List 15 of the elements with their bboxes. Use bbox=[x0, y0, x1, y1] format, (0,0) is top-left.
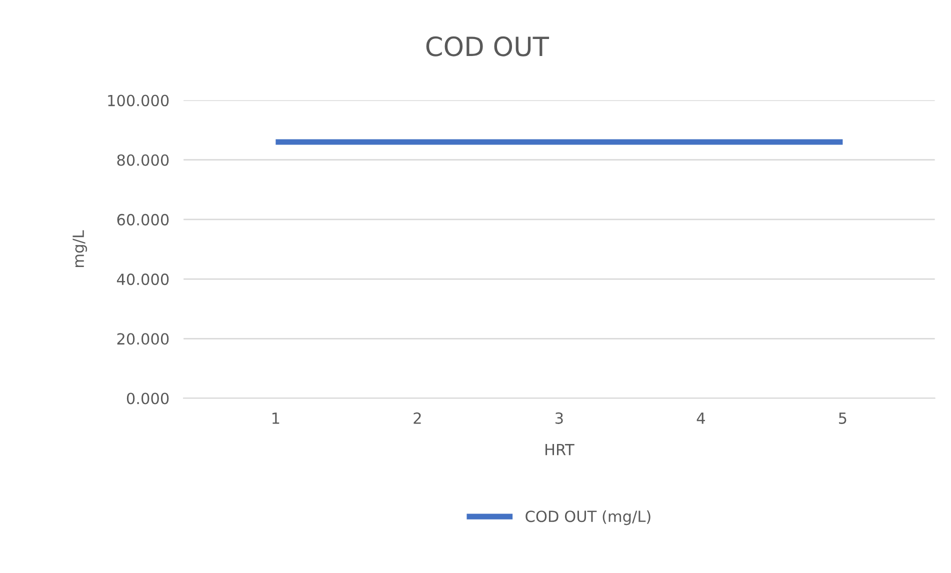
x-tick-label: 3 bbox=[555, 412, 563, 424]
x-axis-title: HRT bbox=[546, 444, 574, 456]
legend-label: COD OUT (mg/L) bbox=[526, 510, 650, 526]
y-tick-label: 0.000 bbox=[126, 392, 169, 404]
y-tick-label: 40.000 bbox=[116, 274, 169, 286]
y-tick-label: 100.000 bbox=[108, 94, 169, 106]
x-tick-label: 1 bbox=[272, 412, 280, 424]
x-tick-label: 5 bbox=[839, 412, 846, 424]
y-tick-label: 80.000 bbox=[117, 154, 169, 166]
x-tick-label: 4 bbox=[696, 412, 705, 424]
y-tick-label: 60.000 bbox=[117, 214, 169, 226]
y-axis-title: mg/L bbox=[72, 230, 88, 267]
chart-title: COD OUT bbox=[426, 36, 550, 56]
y-tick-label: 20.000 bbox=[117, 333, 169, 345]
x-tick-label: 2 bbox=[414, 412, 421, 424]
